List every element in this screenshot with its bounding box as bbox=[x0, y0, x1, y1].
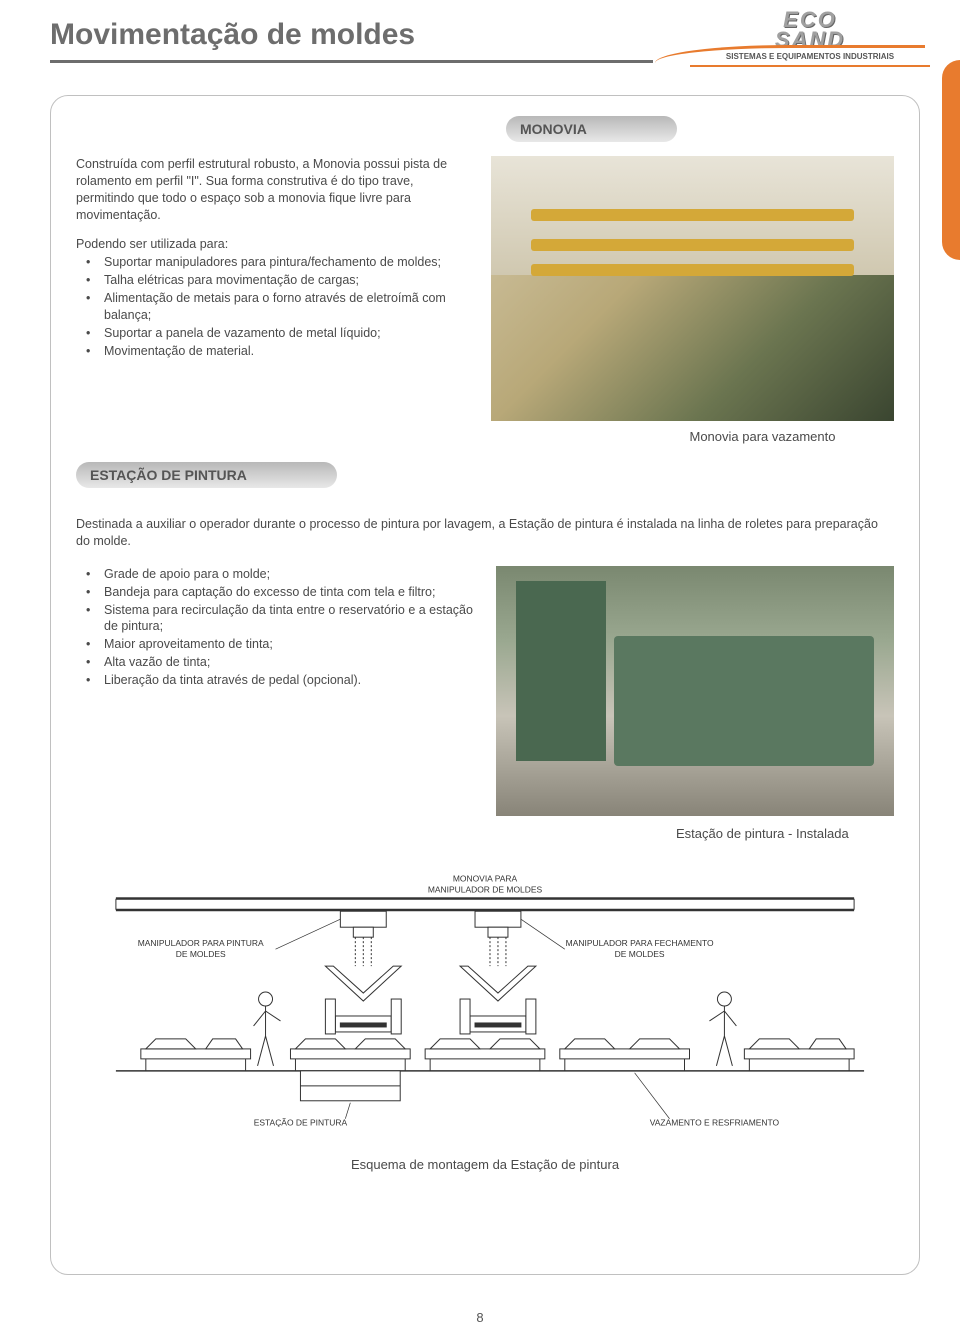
monorail-beam bbox=[116, 899, 854, 909]
leader-right bbox=[521, 919, 565, 949]
roller-stations bbox=[141, 1039, 854, 1101]
manipulator-2 bbox=[460, 966, 536, 1034]
assembly-diagram: MONOVIA PARA MANIPULADOR DE MOLDES bbox=[76, 871, 894, 1151]
diagram-label-manip-pintura2: DE MOLDES bbox=[176, 949, 226, 959]
manipulator-1 bbox=[325, 966, 401, 1034]
section2-text: Grade de apoio para o molde; Bandeja par… bbox=[76, 566, 476, 841]
section1-columns: Construída com perfil estrutural robusto… bbox=[76, 156, 894, 444]
diagram-label-estacao: ESTAÇÃO DE PINTURA bbox=[254, 1117, 348, 1127]
diagram-label-manip-fech1: MANIPULADOR PARA FECHAMENTO bbox=[566, 938, 714, 948]
hoist-left bbox=[340, 911, 386, 966]
content-frame: MONOVIA Construída com perfil estrutural… bbox=[50, 95, 920, 1275]
leader-br bbox=[635, 1073, 670, 1119]
monovia-photo bbox=[491, 156, 894, 421]
operator-2 bbox=[709, 992, 736, 1066]
diagram-label-manip-fech2: DE MOLDES bbox=[615, 949, 665, 959]
section1-bullets: Suportar manipuladores para pintura/fech… bbox=[76, 254, 471, 359]
list-item: Liberação da tinta através de pedal (opc… bbox=[80, 672, 476, 689]
diagram-label-vazamento: VAZAMENTO E RESFRIAMENTO bbox=[650, 1117, 780, 1127]
section2-columns: Grade de apoio para o molde; Bandeja par… bbox=[76, 566, 894, 841]
pintura-photo-caption: Estação de pintura - Instalada bbox=[496, 826, 894, 841]
beam-top bbox=[116, 897, 854, 899]
leader-bl bbox=[345, 1103, 350, 1119]
diagram-caption: Esquema de montagem da Estação de pintur… bbox=[76, 1157, 894, 1172]
diagram-label-manip-pintura1: MANIPULADOR PARA PINTURA bbox=[138, 938, 264, 948]
list-item: Suportar manipuladores para pintura/fech… bbox=[80, 254, 471, 271]
list-item: Suportar a panela de vazamento de metal … bbox=[80, 325, 471, 342]
monovia-photo-caption: Monovia para vazamento bbox=[491, 429, 894, 444]
diagram-label-top2: MANIPULADOR DE MOLDES bbox=[428, 884, 543, 894]
section1-para2-intro: Podendo ser utilizada para: bbox=[76, 236, 471, 253]
list-item: Alimentação de metais para o forno atrav… bbox=[80, 290, 471, 324]
page-number: 8 bbox=[476, 1310, 483, 1325]
section-header-pintura: ESTAÇÃO DE PINTURA bbox=[76, 462, 337, 488]
section2-photo-col: Estação de pintura - Instalada bbox=[496, 566, 894, 841]
section1-para1: Construída com perfil estrutural robusto… bbox=[76, 156, 471, 224]
list-item: Bandeja para captação do excesso de tint… bbox=[80, 584, 476, 601]
diagram-svg: MONOVIA PARA MANIPULADOR DE MOLDES bbox=[76, 871, 894, 1151]
hoist-right bbox=[475, 911, 521, 966]
section1-text: Construída com perfil estrutural robusto… bbox=[76, 156, 471, 444]
list-item: Movimentação de material. bbox=[80, 343, 471, 360]
section-header-monovia: MONOVIA bbox=[506, 116, 677, 142]
list-item: Sistema para recirculação da tinta entre… bbox=[80, 602, 476, 636]
page-title: Movimentação de moldes bbox=[50, 18, 415, 52]
section2-bullets: Grade de apoio para o molde; Bandeja par… bbox=[76, 566, 476, 689]
leader-left bbox=[276, 919, 341, 949]
section2-intro: Destinada a auxiliar o operador durante … bbox=[76, 516, 894, 550]
pintura-photo bbox=[496, 566, 894, 816]
diagram-label-top1: MONOVIA PARA bbox=[453, 873, 518, 883]
list-item: Talha elétricas para movimentação de car… bbox=[80, 272, 471, 289]
list-item: Grade de apoio para o molde; bbox=[80, 566, 476, 583]
title-underline bbox=[50, 60, 653, 63]
side-accent bbox=[942, 60, 960, 260]
list-item: Alta vazão de tinta; bbox=[80, 654, 476, 671]
logo-underline bbox=[690, 65, 930, 67]
section1-photo-col: Monovia para vazamento bbox=[491, 156, 894, 444]
operator-1 bbox=[254, 992, 281, 1066]
list-item: Maior aproveitamento de tinta; bbox=[80, 636, 476, 653]
